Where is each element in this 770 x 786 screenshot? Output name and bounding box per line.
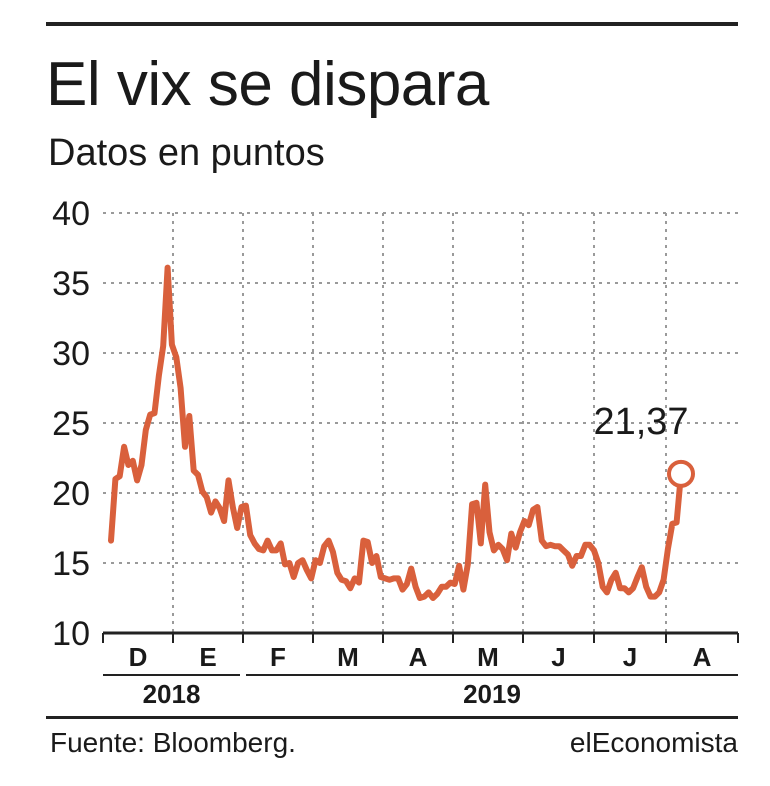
bottom-rule [46, 716, 738, 719]
year-label: 2019 [463, 679, 521, 709]
x-tick-label: M [477, 642, 499, 672]
source-note: Fuente: Bloomberg. [50, 727, 296, 758]
x-tick-label: D [129, 642, 148, 672]
chart-title: El vix se dispara [46, 50, 489, 119]
x-tick-label: A [409, 642, 428, 672]
series-group [108, 264, 684, 601]
last-value-label: 21,37 [593, 401, 688, 443]
grid [103, 212, 738, 633]
y-tick-label: 40 [52, 195, 90, 233]
y-tick-label: 35 [52, 265, 90, 303]
x-tick-label: J [623, 642, 637, 672]
last-value-marker [667, 459, 695, 488]
annotation: 21,37 [593, 401, 695, 488]
x-tick-label: A [693, 642, 712, 672]
x-tick-label: M [337, 642, 359, 672]
y-axis: 10 15 20 25 30 35 40 [52, 195, 90, 653]
y-tick-label: 15 [52, 545, 90, 583]
top-rule [46, 22, 738, 26]
y-tick-label: 25 [52, 405, 90, 443]
x-tick-label: F [270, 642, 286, 672]
y-tick-label: 10 [52, 615, 90, 653]
x-tick-label: J [551, 642, 565, 672]
year-label: 2018 [143, 679, 201, 709]
chart-subtitle: Datos en puntos [48, 132, 325, 174]
y-tick-label: 30 [52, 335, 90, 373]
y-tick-label: 20 [52, 475, 90, 513]
brand-logo-text: elEconomista [569, 727, 738, 758]
series-line [108, 264, 684, 601]
x-tick-label: E [199, 642, 216, 672]
x-axis: D E F M A M J J A 2018 2019 [102, 631, 739, 709]
